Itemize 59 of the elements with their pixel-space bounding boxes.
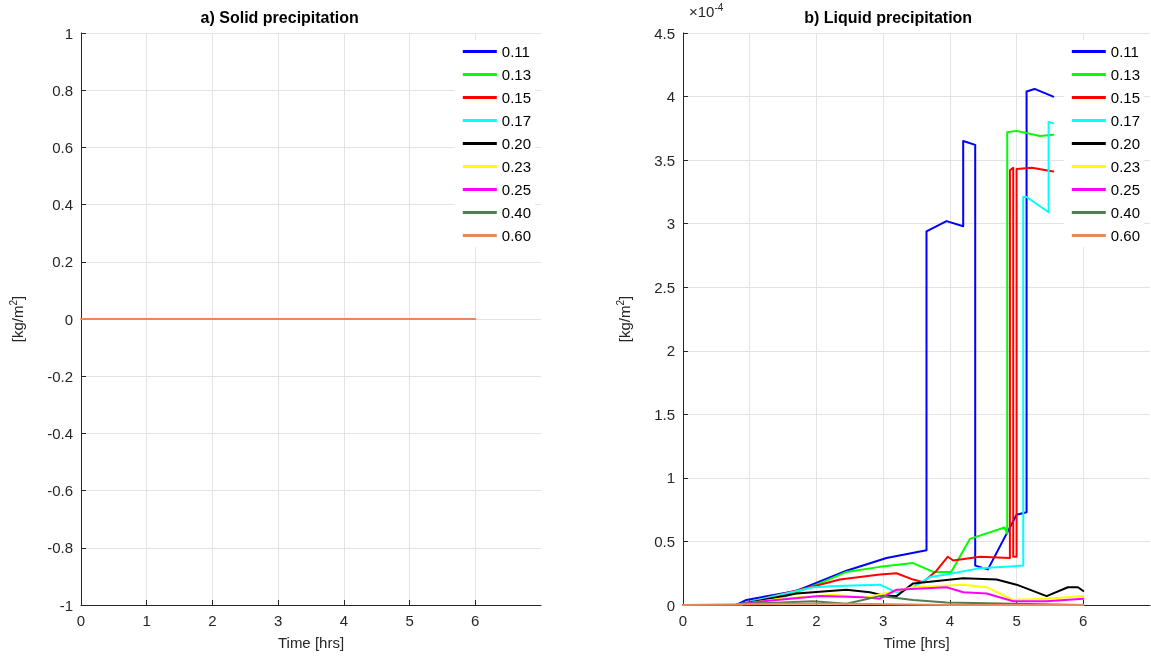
legend-label: 0.40 — [501, 204, 532, 221]
y-tick-label: 0 — [64, 310, 73, 328]
legend-label: 0.60 — [1110, 227, 1141, 244]
y-tick-label: 0.5 — [654, 532, 675, 550]
legend-label: 0.25 — [501, 181, 532, 198]
x-tick-label: 2 — [812, 612, 821, 629]
x-tick-label: 6 — [1079, 612, 1088, 629]
legend-label: 0.13 — [501, 66, 532, 83]
legend-label: 0.13 — [1110, 66, 1141, 83]
legend-label: 0.17 — [1110, 112, 1141, 129]
x-tick-label: 1 — [142, 612, 151, 629]
legend-label: 0.20 — [1110, 135, 1141, 152]
legend-label: 0.23 — [501, 158, 532, 175]
legend-label: 0.40 — [1110, 204, 1141, 221]
y-tick-label: 0.2 — [52, 253, 73, 271]
y-tick-label: -1 — [59, 596, 73, 614]
y-tick-label: 0.8 — [52, 81, 73, 99]
y-tick-label: 1.5 — [654, 405, 675, 423]
y-tick-label: 4.5 — [654, 24, 675, 42]
y-tick-label: 3.5 — [654, 151, 675, 169]
y-tick-label: 0 — [666, 596, 675, 614]
x-tick-label: 3 — [273, 612, 283, 629]
y-tick-label: -0.8 — [47, 539, 73, 557]
chart-title: a) Solid precipitation — [200, 8, 359, 26]
legend-label: 0.25 — [1110, 181, 1141, 198]
y-tick-label: 1 — [666, 469, 675, 487]
x-tick-label: 1 — [745, 612, 754, 629]
x-tick-label: 5 — [1012, 612, 1021, 629]
legend-label: 0.23 — [1110, 158, 1141, 175]
x-tick-label: 3 — [878, 612, 888, 629]
x-tick-label: 5 — [405, 612, 414, 629]
y-tick-label: -0.2 — [47, 367, 73, 385]
x-tick-label: 4 — [339, 612, 349, 629]
y-tick-label: 1 — [64, 24, 73, 42]
legend-label: 0.15 — [501, 89, 532, 106]
legend-label: 0.11 — [1110, 43, 1139, 60]
y-tick-label: 3 — [666, 215, 675, 233]
legend-label: 0.17 — [501, 112, 532, 129]
x-tick-label: 0 — [678, 612, 688, 629]
legend-label: 0.15 — [1110, 89, 1141, 106]
y-tick-label: -0.4 — [47, 424, 73, 442]
x-axis-title: Time [hrs] — [277, 634, 345, 651]
y-tick-label: 0.4 — [52, 196, 73, 214]
y-axis-title: [kg/m2] — [7, 295, 26, 343]
y-tick-label: 2 — [666, 342, 675, 360]
y-tick-label: -0.6 — [47, 482, 73, 500]
y-tick-label: 4 — [666, 88, 675, 106]
x-tick-label: 2 — [208, 612, 217, 629]
legend-label: 0.60 — [501, 227, 532, 244]
x-axis-title: Time [hrs] — [883, 634, 950, 651]
x-tick-label: 6 — [471, 612, 480, 629]
y-axis-title: [kg/m2] — [614, 295, 633, 343]
chart-title: b) Liquid precipitation — [804, 8, 973, 26]
y-tick-label: 0.6 — [52, 138, 73, 156]
x-tick-label: 4 — [945, 612, 955, 629]
y-tick-label: 2.5 — [654, 278, 675, 296]
legend-label: 0.20 — [501, 135, 532, 152]
x-tick-label: 0 — [76, 612, 86, 629]
legend-label: 0.11 — [501, 43, 530, 60]
